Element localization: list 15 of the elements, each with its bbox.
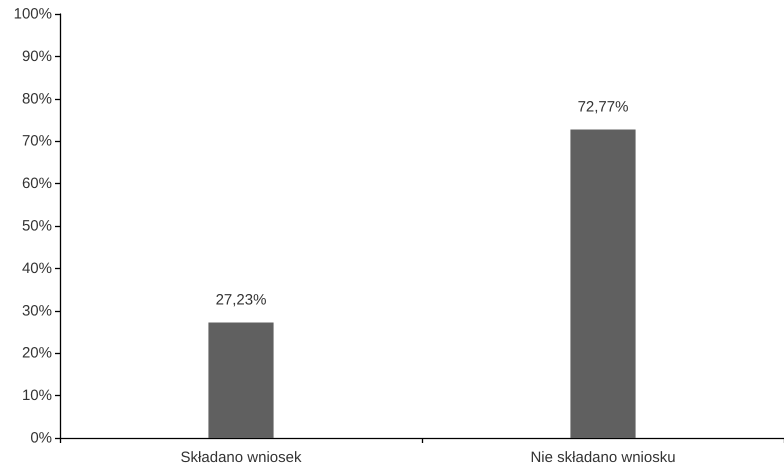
y-tick-label: 0% <box>30 430 52 446</box>
y-tick-label: 70% <box>22 132 52 150</box>
x-tick-label: Nie składano wniosku <box>530 449 676 466</box>
y-tick-label: 50% <box>22 218 52 234</box>
y-tick-label: 90% <box>22 48 52 65</box>
data-label: 72,77% <box>578 98 628 116</box>
data-label: 27,23% <box>216 292 266 309</box>
y-tick-label: 30% <box>22 302 52 320</box>
y-tick-label: 20% <box>22 344 52 362</box>
y-tick-label: 10% <box>22 387 52 404</box>
x-tick-label: Składano wniosek <box>180 449 302 466</box>
y-tick-label: 80% <box>22 90 52 108</box>
y-tick-label: 60% <box>22 175 52 192</box>
y-tick-label: 100% <box>14 6 52 22</box>
y-tick-label: 40% <box>22 260 52 277</box>
